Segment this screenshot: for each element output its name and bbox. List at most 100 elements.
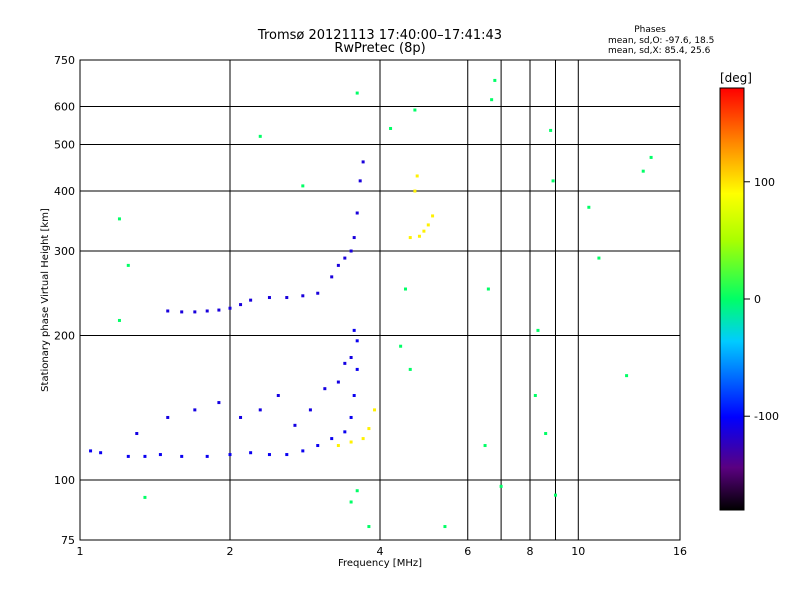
- data-point: [549, 128, 553, 132]
- data-point: [361, 160, 365, 164]
- data-point: [352, 236, 356, 240]
- chart-title: Tromsø 20121113 17:40:00–17:41:43: [257, 28, 502, 43]
- data-point: [358, 179, 362, 183]
- data-point: [239, 415, 243, 419]
- colorbar-tick-label: -100: [754, 410, 779, 423]
- data-point: [408, 367, 412, 371]
- data-point: [349, 500, 353, 504]
- data-point: [352, 328, 356, 332]
- data-point: [417, 234, 421, 238]
- data-point: [316, 291, 320, 295]
- colorbar-tick-label: 0: [754, 293, 761, 306]
- data-point: [323, 387, 327, 391]
- data-point: [490, 98, 494, 102]
- data-point: [403, 287, 407, 291]
- data-point: [343, 361, 347, 365]
- data-point: [349, 415, 353, 419]
- chart-subtitle: RwPretec (8p): [334, 41, 425, 56]
- data-point: [301, 184, 305, 188]
- grid-lines: [79, 59, 681, 541]
- data-point: [336, 444, 340, 448]
- data-point: [249, 298, 253, 302]
- data-point: [355, 489, 359, 493]
- data-point: [158, 453, 162, 457]
- data-point: [349, 249, 353, 253]
- data-point: [267, 296, 271, 300]
- x-tick-label: 2: [227, 545, 234, 558]
- data-point: [239, 303, 243, 307]
- data-point: [431, 214, 435, 218]
- stats-o-mode: mean, sd,O: -97.6, 18.5: [608, 36, 714, 46]
- data-point: [228, 453, 232, 457]
- data-point: [641, 169, 645, 173]
- data-point: [166, 415, 170, 419]
- colorbar-label: [deg]: [720, 71, 752, 85]
- data-point: [415, 174, 419, 178]
- x-tick-label: 10: [571, 545, 585, 558]
- data-point: [544, 432, 548, 436]
- data-point: [330, 437, 334, 441]
- data-point: [267, 453, 271, 457]
- data-point: [426, 223, 430, 227]
- data-point: [205, 309, 209, 313]
- data-point: [361, 437, 365, 441]
- data-point: [355, 211, 359, 215]
- data-point: [536, 328, 540, 332]
- data-point: [355, 367, 359, 371]
- y-tick-label: 100: [54, 474, 75, 487]
- data-point: [597, 256, 601, 260]
- x-axis-label: Frequency [MHz]: [338, 558, 422, 569]
- data-point: [343, 430, 347, 434]
- data-point: [205, 454, 209, 458]
- data-point: [649, 155, 653, 159]
- data-point: [551, 179, 555, 183]
- data-point: [399, 344, 403, 348]
- data-point: [483, 444, 487, 448]
- data-point: [143, 454, 147, 458]
- data-point: [143, 495, 147, 499]
- data-point: [422, 229, 426, 233]
- data-point: [293, 423, 297, 427]
- colorbar-tick-label: 100: [754, 176, 775, 189]
- data-point: [126, 454, 130, 458]
- data-point: [308, 408, 312, 412]
- data-point: [343, 256, 347, 260]
- data-point: [166, 309, 170, 313]
- data-point: [301, 449, 305, 453]
- data-point: [301, 294, 305, 298]
- data-point: [228, 306, 232, 310]
- y-tick-labels: 75 100 200 300 400 500 600 750: [54, 54, 75, 547]
- stats-heading: Phases: [634, 25, 666, 35]
- y-axis-label: Stationary phase Virtual Height [km]: [40, 208, 51, 392]
- data-point: [587, 205, 591, 209]
- x-tick-labels: 1 2 4 6 8 10 16: [77, 545, 688, 558]
- data-point: [355, 91, 359, 95]
- y-tick-label: 75: [61, 534, 75, 547]
- data-point: [408, 236, 412, 240]
- y-tick-label: 600: [54, 101, 75, 114]
- data-point: [499, 484, 503, 488]
- data-point: [285, 296, 289, 300]
- x-tick-label: 1: [77, 545, 84, 558]
- data-point: [99, 451, 103, 455]
- data-point: [486, 287, 490, 291]
- data-point: [258, 134, 262, 138]
- data-point: [126, 263, 130, 267]
- data-point: [330, 275, 334, 279]
- data-point: [389, 126, 393, 130]
- data-point: [625, 374, 629, 378]
- data-point: [258, 408, 262, 412]
- plot-frame: [79, 59, 681, 541]
- y-tick-label: 200: [54, 330, 75, 343]
- data-point: [336, 263, 340, 267]
- data-point: [367, 525, 371, 529]
- data-point: [373, 408, 377, 412]
- data-point: [276, 394, 280, 398]
- data-point: [249, 451, 253, 455]
- colorbar-ticks: 100 0 -100: [744, 176, 779, 423]
- data-point: [413, 189, 417, 193]
- x-tick-label: 8: [527, 545, 534, 558]
- y-tick-label: 750: [54, 54, 75, 67]
- data-point: [336, 380, 340, 384]
- data-point: [413, 108, 417, 112]
